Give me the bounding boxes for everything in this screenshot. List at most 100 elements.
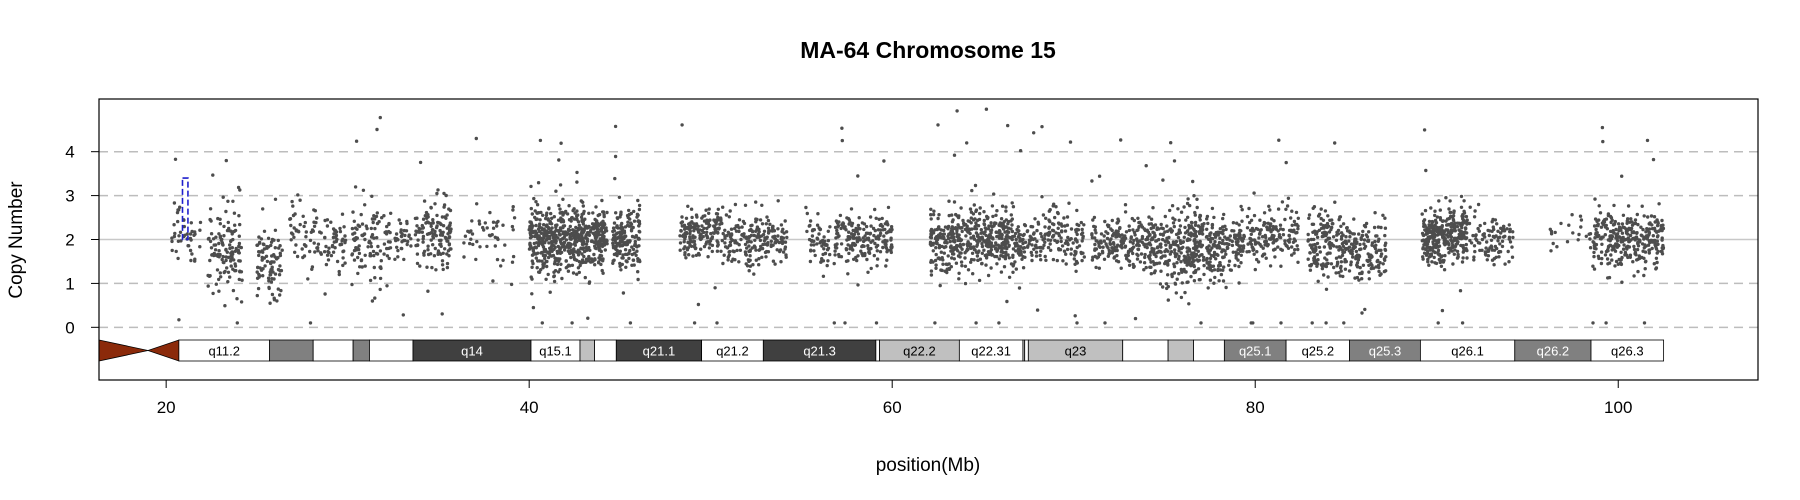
data-point: [554, 241, 558, 245]
data-point: [499, 264, 503, 268]
data-point: [688, 240, 692, 244]
data-point: [950, 229, 955, 234]
data-point: [688, 243, 692, 247]
data-point: [1579, 218, 1584, 222]
data-point: [1630, 230, 1634, 235]
data-point: [1053, 215, 1057, 220]
data-point: [889, 238, 893, 242]
data-point: [1131, 228, 1135, 232]
data-point: [1192, 279, 1197, 283]
data-point: [1481, 233, 1485, 237]
data-point: [1325, 221, 1330, 226]
data-point: [366, 245, 370, 249]
data-point: [1451, 214, 1456, 218]
data-point: [1489, 238, 1494, 242]
data-point: [1143, 245, 1147, 249]
data-point: [1268, 208, 1272, 212]
ideogram-band: [1590, 339, 1665, 362]
data-point: [1006, 226, 1011, 230]
data-point: [350, 252, 355, 256]
data-point: [561, 213, 565, 217]
data-point: [1383, 247, 1387, 252]
data-point: [374, 214, 379, 219]
data-point: [1441, 219, 1446, 223]
data-point: [1460, 260, 1465, 264]
data-point: [186, 244, 190, 248]
data-point: [594, 230, 599, 235]
data-point: [226, 220, 230, 225]
data-point: [1267, 226, 1272, 231]
data-point: [553, 234, 557, 238]
data-point: [999, 270, 1004, 274]
data-point: [764, 222, 768, 226]
data-point: [939, 268, 943, 272]
data-point: [1458, 236, 1462, 240]
data-point: [1619, 262, 1624, 267]
data-point: [737, 260, 741, 264]
data-point: [733, 226, 737, 231]
data-point: [414, 229, 418, 233]
data-point: [1042, 243, 1046, 247]
data-point: [1650, 227, 1655, 231]
data-point: [851, 228, 855, 233]
data-point: [1367, 230, 1371, 234]
data-point: [1079, 232, 1084, 236]
data-point: [548, 250, 552, 254]
data-point: [416, 229, 421, 234]
data-point: [602, 213, 606, 217]
data-point: [560, 210, 564, 215]
band-label: q22.2: [903, 344, 936, 359]
data-point: [531, 261, 535, 266]
data-point: [545, 229, 549, 233]
data-point: [833, 245, 838, 250]
data-point: [1075, 239, 1079, 243]
data-point: [1368, 258, 1372, 263]
data-point: [1252, 213, 1257, 218]
data-point: [438, 242, 442, 247]
data-point: [470, 219, 474, 223]
data-point: [176, 239, 181, 243]
data-point: [1452, 211, 1456, 215]
data-point: [170, 248, 174, 253]
data-point: [705, 230, 709, 234]
data-point: [530, 292, 534, 296]
data-point: [1148, 253, 1152, 257]
data-point: [855, 229, 859, 233]
data-point: [715, 249, 720, 253]
data-point: [1168, 246, 1173, 250]
grid-lines: [99, 150, 1758, 329]
data-point: [546, 255, 551, 260]
data-point: [407, 234, 411, 238]
data-point: [564, 259, 568, 263]
data-point: [1319, 222, 1323, 226]
data-point: [1033, 244, 1038, 248]
data-point: [948, 239, 952, 244]
data-point: [813, 253, 817, 258]
data-point: [1635, 258, 1639, 262]
data-point: [1478, 241, 1482, 245]
band-label: q11.2: [208, 344, 240, 359]
data-point: [388, 240, 392, 244]
data-point: [1257, 232, 1262, 236]
data-point: [1047, 209, 1052, 213]
data-point: [1027, 241, 1032, 246]
data-point: [856, 283, 860, 287]
data-point: [591, 231, 595, 235]
data-point: [415, 224, 419, 228]
data-point: [687, 225, 692, 229]
data-point: [1223, 235, 1227, 239]
data-point: [1559, 221, 1563, 226]
data-point: [1044, 258, 1048, 262]
data-point: [1296, 260, 1300, 264]
data-point: [696, 229, 700, 233]
data-point: [1486, 228, 1490, 233]
data-point: [604, 227, 608, 231]
data-point: [1445, 240, 1450, 244]
data-point: [1649, 214, 1654, 218]
data-point: [1449, 246, 1454, 250]
data-point: [748, 249, 752, 253]
data-point: [1186, 197, 1190, 201]
data-point: [629, 222, 634, 226]
data-point: [550, 216, 554, 220]
data-point: [1153, 223, 1158, 227]
